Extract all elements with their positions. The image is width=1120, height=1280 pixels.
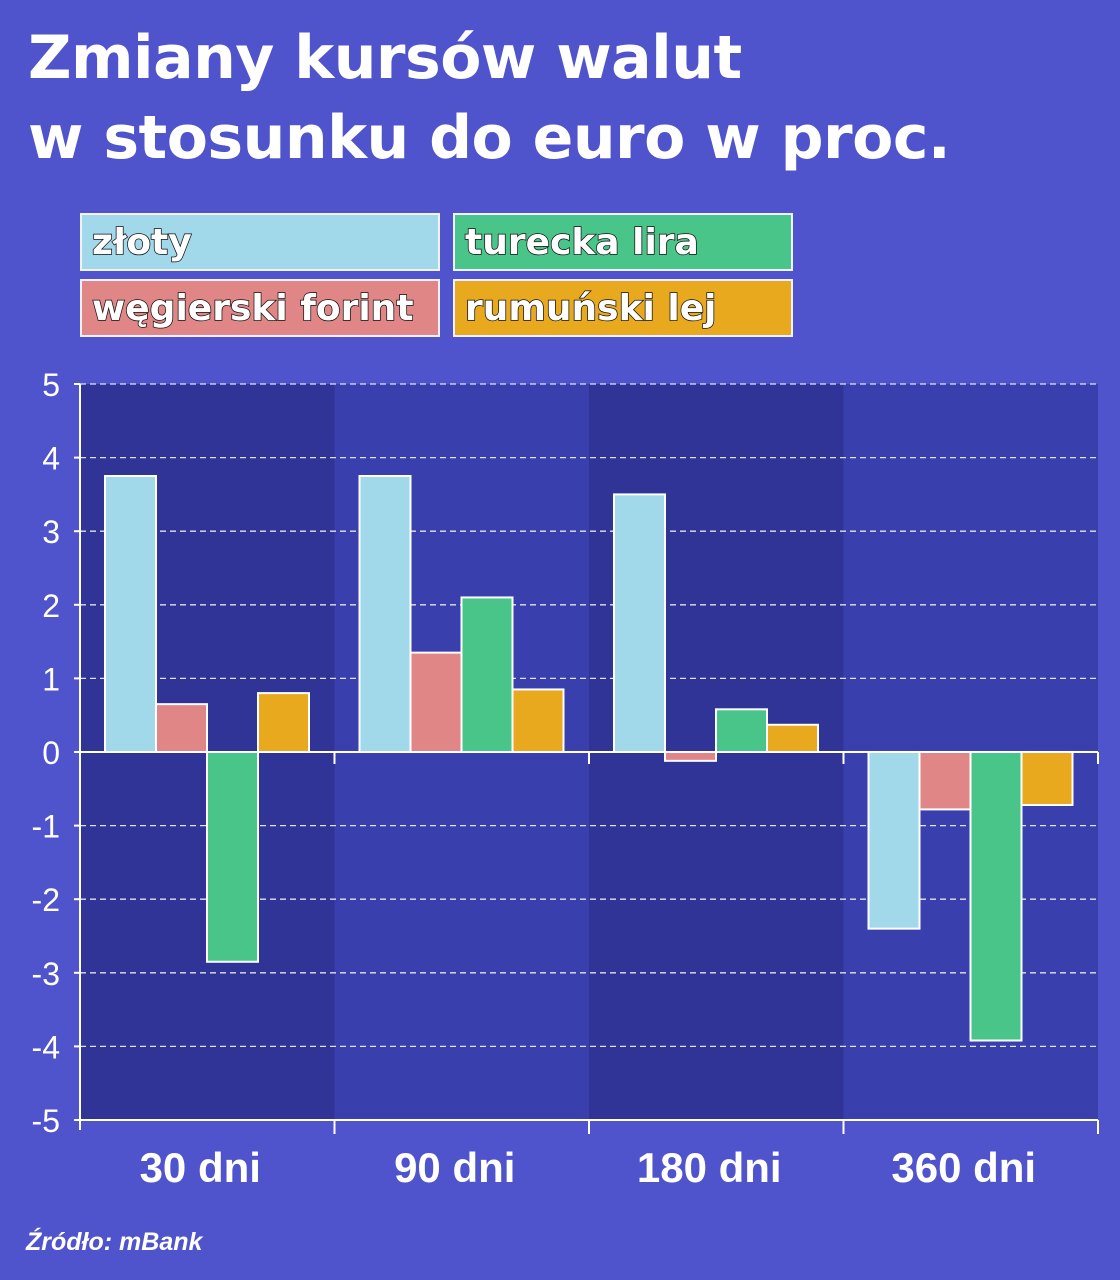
x-category-label: 30 dni bbox=[140, 1144, 261, 1191]
legend: złoty turecka lira węgierski forint rumu… bbox=[80, 213, 794, 341]
y-tick-label: 1 bbox=[42, 661, 60, 697]
y-tick-label: -2 bbox=[32, 882, 60, 918]
bar-zloty bbox=[358, 475, 412, 753]
bar-lira bbox=[715, 708, 768, 754]
y-tick-label: 5 bbox=[42, 367, 60, 403]
bar-chart: 5 4 3 2 1 0 -1 -2 -3 -4 -5 30 dni 90 dni 180 dni 360 d… bbox=[32, 367, 1099, 1191]
x-category-label: 360 dni bbox=[891, 1144, 1036, 1191]
bar-lira bbox=[460, 596, 514, 753]
chart-title-line-2: w stosunku do euro w proc. bbox=[28, 103, 951, 173]
y-tick-label: 0 bbox=[42, 735, 60, 771]
chart-title-line-1: Zmiany kursów walut bbox=[28, 23, 742, 93]
y-tick-label: -3 bbox=[32, 956, 60, 992]
legend-item-zloty: złoty bbox=[80, 213, 440, 271]
legend-item-lira: turecka lira bbox=[453, 213, 793, 271]
bar-lej bbox=[766, 723, 819, 754]
y-tick-label: 4 bbox=[42, 441, 60, 477]
bar-forint bbox=[409, 651, 463, 754]
bar-forint bbox=[155, 703, 208, 753]
y-tick-label: -5 bbox=[32, 1103, 60, 1139]
y-tick-label: -1 bbox=[32, 809, 60, 845]
bar-lej bbox=[1020, 751, 1074, 806]
bar-lej bbox=[511, 688, 565, 754]
x-category-label: 180 dni bbox=[637, 1144, 782, 1191]
bar-forint bbox=[918, 751, 972, 811]
legend-item-lej: rumuński lej bbox=[453, 279, 793, 337]
y-tick-label: 2 bbox=[42, 588, 60, 624]
bar-lira bbox=[206, 751, 259, 963]
y-tick-label: 3 bbox=[42, 514, 60, 550]
bar-lira bbox=[969, 751, 1023, 1042]
chart-title: Zmiany kursów walut w stosunku do euro w… bbox=[28, 18, 951, 178]
bar-forint bbox=[664, 751, 717, 762]
bar-zloty bbox=[867, 751, 921, 930]
bar-lej bbox=[257, 692, 310, 753]
legend-item-forint: węgierski forint bbox=[80, 279, 440, 337]
y-tick-label: -4 bbox=[32, 1029, 60, 1065]
bar-zloty bbox=[104, 475, 157, 753]
source-note: Źródło: mBank bbox=[26, 1228, 203, 1256]
x-category-label: 90 dni bbox=[394, 1144, 515, 1191]
bar-zloty bbox=[613, 493, 666, 753]
